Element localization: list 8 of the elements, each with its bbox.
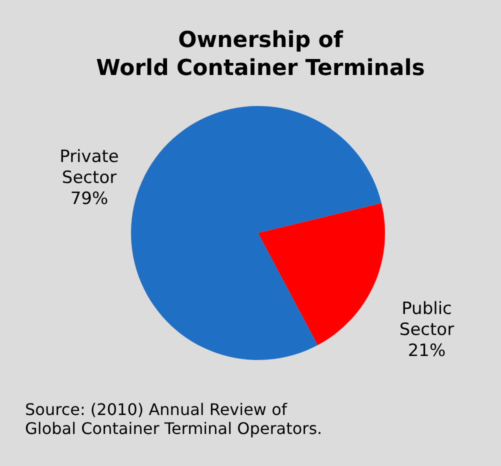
pie-slice <box>258 203 385 346</box>
chart-title: Ownership of World Container Terminals <box>96 28 425 81</box>
slice-label: Private Sector <box>60 147 119 188</box>
data-label: 79% <box>70 189 108 210</box>
data-label: 21% <box>408 340 446 361</box>
pie-slice <box>131 106 382 360</box>
slice-label: Public Sector <box>399 298 454 340</box>
source-note: Source: (2010) Annual Review of Global Container Terminal Operators. <box>25 400 322 438</box>
